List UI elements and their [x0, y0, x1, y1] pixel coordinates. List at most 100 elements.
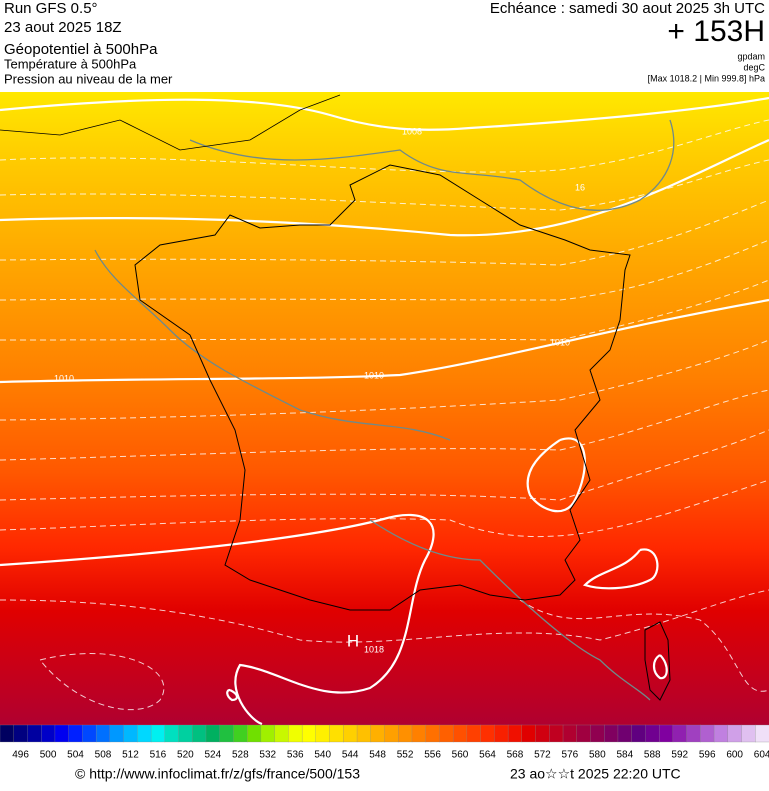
corsica-outline — [644, 621, 671, 701]
legend-tick-label: 556 — [424, 750, 441, 761]
color-swatch — [219, 724, 234, 743]
geopotential-contours — [0, 96, 769, 725]
legend-tick-label: 496 — [12, 750, 29, 761]
map-label: 1008 — [402, 126, 422, 136]
color-swatch — [686, 724, 701, 743]
color-swatch — [343, 724, 358, 743]
map-background — [0, 92, 769, 725]
legend-tick-label: 532 — [259, 750, 276, 761]
map-label: 1010 — [54, 373, 74, 383]
legend-tick-label: 580 — [589, 750, 606, 761]
color-swatch — [494, 724, 509, 743]
unit: [Max 1018.2 | Min 999.8] hPa — [648, 73, 765, 83]
color-swatch — [95, 724, 111, 743]
legend-tick-label: 560 — [452, 750, 469, 761]
color-swatch — [398, 724, 413, 743]
legend-tick-label: 564 — [479, 750, 496, 761]
color-swatch — [68, 724, 83, 743]
color-swatch — [370, 724, 385, 743]
echeance: Echéance : samedi 30 aout 2025 3h UTC — [490, 0, 765, 17]
color-swatch — [41, 724, 56, 743]
legend-tick-label: 508 — [95, 750, 112, 761]
color-swatch — [164, 724, 179, 743]
offset: + 153H — [667, 15, 765, 48]
legend-tick-label: 576 — [562, 750, 579, 761]
color-swatch — [274, 724, 289, 743]
unit: gpdam — [737, 51, 765, 61]
color-swatch — [260, 724, 276, 743]
legend-tick-label: 536 — [287, 750, 304, 761]
color-swatch — [727, 724, 742, 743]
color-swatch — [356, 724, 372, 743]
color-swatch — [301, 724, 317, 743]
high-marker: H — [347, 631, 359, 650]
legend-tick-label: 504 — [67, 750, 84, 761]
isotherms — [0, 119, 769, 711]
color-swatch — [425, 724, 440, 743]
legend-tick-label: 592 — [671, 750, 688, 761]
run-date: 23 aout 2025 18Z — [4, 19, 122, 36]
color-swatch — [576, 724, 591, 743]
legend-tick-label: 512 — [122, 750, 139, 761]
source: © http://www.infoclimat.fr/z/gfs/france/… — [75, 766, 360, 782]
map-label: 1010 — [550, 337, 570, 347]
color-swatch — [453, 724, 468, 743]
color-swatch — [741, 724, 756, 743]
color-swatch — [521, 724, 537, 743]
color-swatch — [713, 724, 729, 743]
timestamp: 23 ao☆☆t 2025 22:20 UTC — [510, 766, 681, 782]
color-swatch — [439, 724, 454, 743]
color-swatch — [562, 724, 578, 743]
color-swatch — [604, 724, 619, 743]
legend-tick-label: 604 — [754, 750, 769, 761]
color-swatch — [315, 724, 331, 743]
color-swatch — [82, 724, 97, 743]
legend-tick-label: 540 — [314, 750, 331, 761]
field-1: Géopotentiel à 500hPa — [4, 41, 158, 58]
color-swatch — [535, 724, 550, 743]
color-swatch — [233, 724, 248, 743]
high-value: 1018 — [364, 644, 384, 654]
color-swatch — [631, 724, 646, 743]
legend-tick-label: 552 — [397, 750, 414, 761]
uk-coast — [0, 94, 341, 151]
legend-tick-label: 528 — [232, 750, 249, 761]
color-swatch — [755, 724, 769, 743]
color-swatch — [27, 724, 42, 743]
color-swatch — [672, 724, 688, 743]
legend-tick-label: 600 — [726, 750, 743, 761]
legend-tick-label: 596 — [699, 750, 716, 761]
france-outline — [134, 164, 631, 611]
field-2: Température à 500hPa — [4, 56, 137, 71]
map: 1008 16 1010 1010 1010 H 1018 — [0, 92, 769, 725]
color-swatch — [178, 724, 193, 743]
color-swatch — [54, 724, 70, 743]
color-swatch — [150, 724, 166, 743]
color-swatch — [247, 724, 262, 743]
color-swatch — [590, 724, 605, 743]
legend-tick-label: 500 — [40, 750, 57, 761]
color-swatch — [329, 724, 344, 743]
color-swatch — [549, 724, 564, 743]
field-3: Pression au niveau de la mer — [4, 71, 173, 86]
unit: degC — [743, 62, 765, 72]
color-swatch — [617, 724, 633, 743]
legend-tick-label: 588 — [644, 750, 661, 761]
color-swatch — [384, 724, 399, 743]
color-swatch — [137, 724, 152, 743]
color-swatch — [123, 724, 138, 743]
legend-tick-label: 572 — [534, 750, 551, 761]
legend-tick-label: 516 — [150, 750, 167, 761]
run: Run GFS 0.5° — [4, 0, 98, 17]
color-swatch — [466, 724, 482, 743]
map-label: 16 — [575, 182, 585, 192]
color-legend: 496 500 504 508 512 516 520 524 528 532 536 540 544 5… — [0, 724, 769, 761]
color-swatch — [658, 724, 674, 743]
legend-tick-label: 524 — [205, 750, 222, 761]
color-swatch — [411, 724, 427, 743]
color-swatch — [288, 724, 303, 743]
legend-tick-label: 584 — [616, 750, 633, 761]
color-swatch — [192, 724, 207, 743]
color-swatch — [0, 724, 15, 743]
